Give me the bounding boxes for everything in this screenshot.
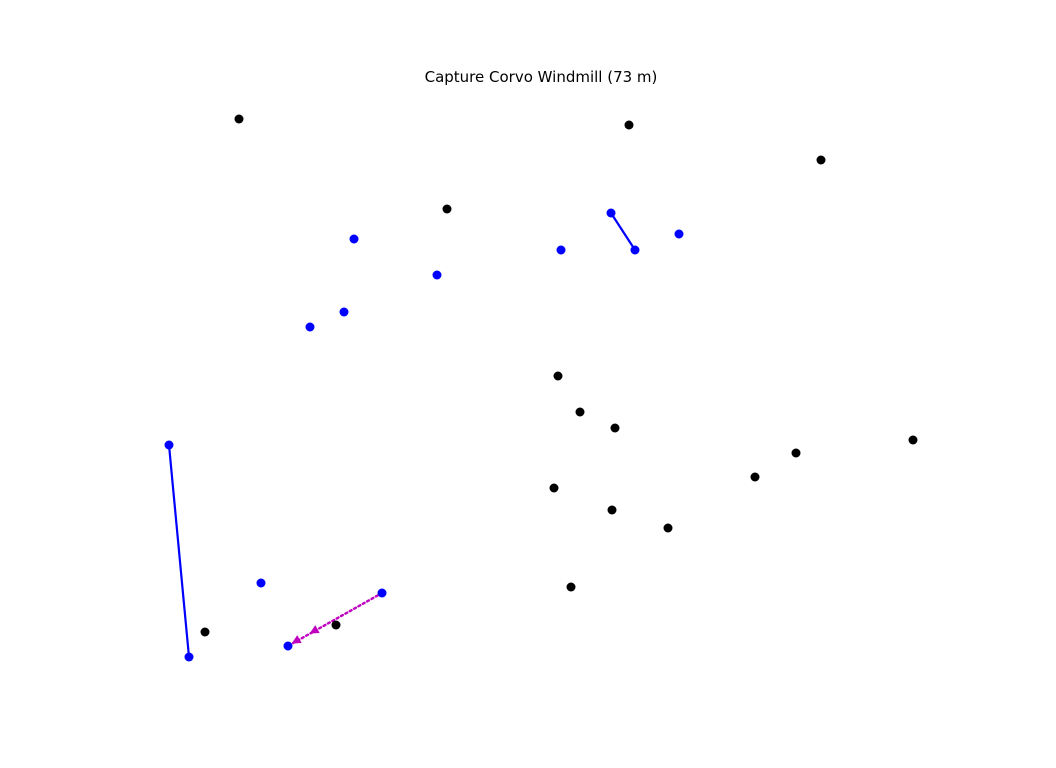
- neutral-dot[interactable]: [234, 114, 244, 124]
- move-arrow-icon: [291, 635, 302, 644]
- link-line: [167, 443, 191, 659]
- neutral-dot[interactable]: [750, 472, 760, 482]
- player-dot[interactable]: [432, 270, 442, 280]
- neutral-dot[interactable]: [791, 448, 801, 458]
- player-dot[interactable]: [339, 307, 349, 317]
- player-dot[interactable]: [606, 208, 616, 218]
- neutral-dot[interactable]: [549, 483, 559, 493]
- neutral-dot[interactable]: [442, 204, 452, 214]
- player-dot[interactable]: [184, 652, 194, 662]
- neutral-dot[interactable]: [607, 505, 617, 515]
- move-arrow-icon: [309, 625, 320, 634]
- links-layer: [167, 211, 637, 659]
- player-dot[interactable]: [377, 588, 387, 598]
- neutral-dot[interactable]: [663, 523, 673, 533]
- player-dot[interactable]: [305, 322, 315, 332]
- neutral-dot[interactable]: [624, 120, 634, 130]
- player-dot[interactable]: [256, 578, 266, 588]
- neutral-dot[interactable]: [553, 371, 563, 381]
- neutral-dot[interactable]: [575, 407, 585, 417]
- player-dot[interactable]: [556, 245, 566, 255]
- neutral-dot[interactable]: [816, 155, 826, 165]
- player-dot[interactable]: [164, 440, 174, 450]
- player-dot[interactable]: [630, 245, 640, 255]
- neutral-dot[interactable]: [566, 582, 576, 592]
- player-dot[interactable]: [674, 229, 684, 239]
- neutral-dot[interactable]: [331, 620, 341, 630]
- neutral-dot[interactable]: [908, 435, 918, 445]
- move-layer: [286, 591, 384, 648]
- neutral-dot[interactable]: [200, 627, 210, 637]
- game-title: Capture Corvo Windmill (73 m): [424, 68, 658, 86]
- neutral-dot[interactable]: [610, 423, 620, 433]
- link-line: [609, 211, 637, 252]
- move-path: [286, 591, 384, 648]
- player-dot[interactable]: [349, 234, 359, 244]
- dots-layer: [164, 114, 918, 662]
- player-dot[interactable]: [283, 641, 293, 651]
